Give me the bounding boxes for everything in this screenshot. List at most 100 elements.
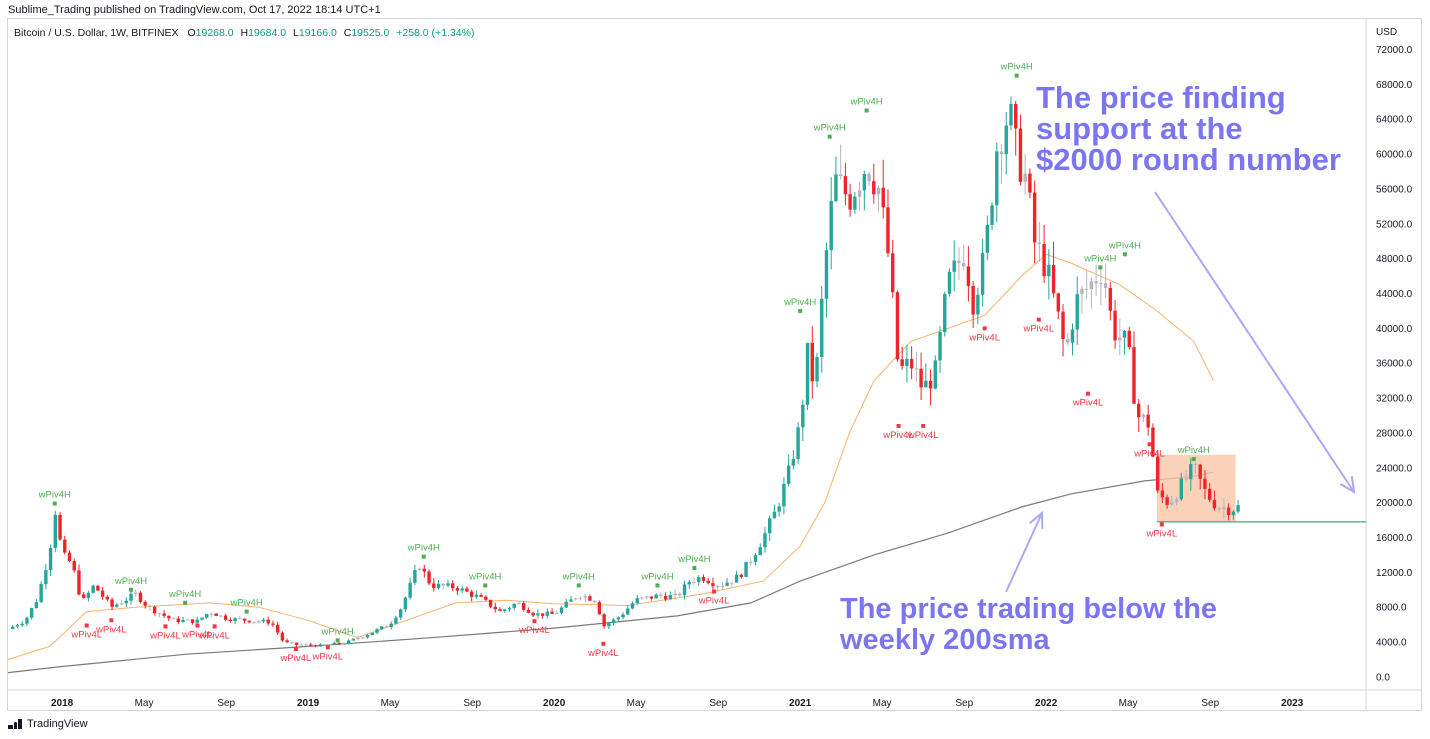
- candle-body: [1132, 347, 1136, 404]
- time-tick-label: 2021: [789, 698, 812, 709]
- candle-body: [370, 632, 374, 636]
- low-value: 19166.0: [298, 27, 337, 39]
- price-tick-label: 24000.0: [1376, 463, 1413, 474]
- candle-body: [886, 207, 890, 254]
- pivot-high-label: wPiv4H: [783, 297, 816, 308]
- candle-body: [938, 332, 942, 361]
- candle-body: [181, 619, 185, 623]
- symbol-legend[interactable]: Bitcoin / U.S. Dollar, 1W, BITFINEX O192…: [14, 27, 474, 39]
- candle-body: [157, 613, 162, 615]
- candle-body: [914, 368, 919, 370]
- candle-body: [1174, 499, 1179, 503]
- candle-body: [143, 601, 147, 606]
- time-tick-label: May: [1119, 698, 1138, 709]
- price-tick-label: 16000.0: [1376, 533, 1413, 544]
- candle-body: [455, 588, 460, 591]
- candle-body: [952, 260, 956, 272]
- candle-body: [909, 358, 914, 369]
- candle-body: [365, 635, 370, 638]
- candle-body: [734, 574, 739, 583]
- arrow-shaft: [1005, 512, 1043, 593]
- candle-body: [81, 594, 86, 598]
- time-tick-label: 2022: [1035, 698, 1058, 709]
- candle-body: [1217, 508, 1221, 510]
- candle-body: [228, 619, 233, 622]
- candle-body: [663, 596, 668, 600]
- tradingview-brand: TradingView: [27, 718, 88, 730]
- candle-body: [1094, 281, 1098, 284]
- candle-body: [176, 618, 181, 623]
- candle-body: [1099, 283, 1103, 285]
- pivot-low-marker: [921, 423, 926, 428]
- pivot-low-label: wPiv4L: [70, 630, 102, 641]
- candle-body: [129, 593, 133, 601]
- candle-body: [1032, 192, 1037, 243]
- pivot-high-marker: [52, 501, 57, 506]
- candle-body: [214, 613, 218, 617]
- pivot-low-marker: [712, 589, 717, 594]
- candle-body: [682, 584, 687, 596]
- candle-body: [602, 614, 606, 627]
- candle-body: [777, 506, 781, 512]
- candle-body: [436, 583, 441, 589]
- pivot-high-marker: [576, 583, 581, 588]
- pivot-high-marker: [1122, 252, 1127, 257]
- candle-body: [687, 581, 691, 585]
- price-tick-label: 72000.0: [1376, 45, 1413, 56]
- candle-body: [947, 271, 952, 294]
- candle-body: [715, 586, 720, 588]
- candle-body: [848, 194, 852, 210]
- pivot-low-label: wPiv4L: [518, 625, 550, 636]
- pivot-high-label: wPiv4H: [407, 543, 440, 554]
- candle-body: [304, 644, 308, 646]
- arrow-shaft: [1154, 191, 1355, 493]
- candle-body: [380, 626, 384, 630]
- candle-body: [261, 619, 266, 622]
- candle-body: [559, 607, 564, 614]
- candle-body: [786, 465, 791, 484]
- candle-body: [1165, 497, 1169, 505]
- pivot-high-marker: [864, 108, 869, 113]
- pivot-high-marker: [129, 587, 134, 592]
- pivot-low-label: wPiv4L: [587, 648, 619, 659]
- candle-body: [328, 644, 332, 646]
- candle-body: [820, 298, 824, 358]
- price-tick-label: 40000.0: [1376, 324, 1413, 335]
- price-tick-label: 28000.0: [1376, 428, 1413, 439]
- candle-body: [162, 613, 166, 616]
- candle-body: [48, 547, 53, 571]
- candle-body: [271, 623, 275, 625]
- candle-body: [503, 609, 507, 611]
- time-tick-label: Sep: [463, 698, 481, 709]
- candle-body: [171, 618, 176, 620]
- candle-body: [294, 642, 299, 645]
- candle-body: [531, 612, 535, 616]
- candle-body: [900, 359, 904, 367]
- candle-body: [1127, 330, 1131, 348]
- arrow-head: [1029, 510, 1044, 530]
- pivot-low-label: wPiv4L: [907, 430, 939, 441]
- candle-body: [791, 458, 796, 466]
- candle-body: [498, 609, 502, 611]
- candle-body: [1226, 507, 1231, 516]
- pivot-high-label: wPiv4H: [230, 598, 263, 609]
- candle-body: [644, 596, 649, 598]
- candle-body: [1113, 310, 1117, 341]
- pivot-high-marker: [1098, 265, 1103, 270]
- tradingview-footer[interactable]: TradingView: [8, 718, 88, 730]
- candle-body: [446, 583, 450, 586]
- candle-body: [1080, 288, 1084, 295]
- candle-body: [1193, 464, 1198, 466]
- candle-body: [976, 294, 980, 315]
- candle-body: [257, 621, 261, 623]
- pivot-low-label: wPiv4L: [312, 651, 344, 662]
- candle-body: [867, 173, 871, 182]
- candle-body: [1009, 103, 1013, 126]
- candle-body: [86, 592, 91, 598]
- candle-body: [1236, 505, 1240, 512]
- candle-body: [1151, 427, 1155, 457]
- candle-body: [115, 604, 119, 607]
- candle-body: [190, 619, 195, 623]
- pivot-low-label: wPiv4L: [1145, 528, 1177, 539]
